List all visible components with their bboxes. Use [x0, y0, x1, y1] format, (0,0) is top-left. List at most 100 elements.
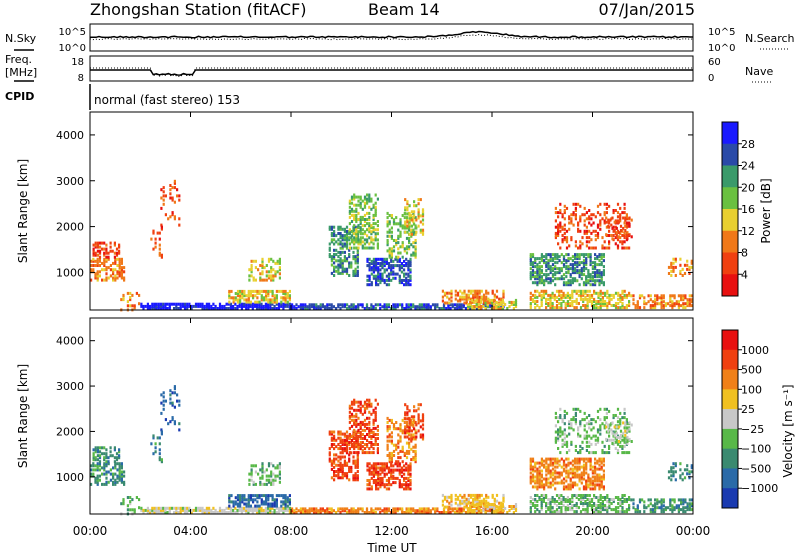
velocity-cell — [178, 399, 181, 403]
power-cell — [228, 300, 231, 304]
velocity-cell — [265, 496, 268, 500]
power-cell — [357, 203, 360, 207]
velocity-cell — [551, 510, 554, 514]
velocity-cell — [403, 468, 406, 472]
power-cell — [547, 261, 550, 265]
power-cell — [232, 307, 235, 310]
velocity-cell — [578, 465, 581, 469]
power-cell — [239, 298, 242, 302]
velocity-cell — [482, 499, 486, 503]
power-cell — [450, 293, 453, 297]
power-cell — [421, 212, 425, 216]
power-cell — [412, 216, 415, 220]
velocity-cell — [272, 480, 275, 484]
velocity-cell — [333, 438, 336, 442]
power-cell — [649, 306, 652, 310]
power-cell — [619, 213, 622, 217]
power-cell — [144, 304, 147, 308]
velocity-cell — [370, 472, 373, 476]
velocity-cell — [610, 498, 613, 501]
velocity-cell — [386, 416, 389, 420]
velocity-cell — [265, 498, 268, 502]
velocity-cell — [582, 467, 586, 471]
power-cell — [585, 259, 588, 263]
velocity-cell — [429, 509, 432, 513]
power-cell — [662, 304, 665, 308]
power-cell — [159, 304, 163, 308]
power-cell — [561, 215, 564, 219]
velocity-cell — [302, 511, 305, 514]
velocity-cell — [261, 466, 264, 470]
power-cell — [377, 276, 380, 280]
velocity-cell — [576, 473, 579, 477]
velocity-cell — [337, 474, 340, 478]
power-cell — [109, 264, 112, 267]
power-cell — [673, 294, 676, 298]
power-cell — [599, 289, 602, 293]
power-cell — [398, 257, 401, 261]
velocity-cell — [366, 462, 369, 466]
velocity-cell — [577, 494, 580, 497]
power-cell — [392, 307, 395, 310]
velocity-cell — [275, 504, 278, 508]
velocity-cell — [591, 469, 594, 473]
velocity-cell — [578, 461, 581, 465]
power-cell — [401, 305, 404, 309]
velocity-cell — [372, 481, 375, 485]
power-cell — [361, 224, 364, 228]
velocity-cell — [183, 511, 187, 514]
power-cell — [350, 246, 353, 250]
velocity-cell — [315, 511, 318, 514]
power-cell — [156, 231, 159, 235]
velocity-cell — [234, 502, 237, 506]
power-cell — [456, 303, 459, 307]
power-cell — [464, 307, 468, 310]
power-cell — [381, 274, 384, 278]
power-cell — [387, 278, 391, 282]
power-cell — [410, 210, 413, 214]
velocity-cell — [98, 460, 102, 464]
velocity-cell — [256, 496, 259, 500]
velocity-cell — [330, 463, 333, 467]
power-cell — [173, 200, 176, 204]
velocity-cell — [343, 509, 346, 513]
velocity-cell — [398, 483, 401, 487]
velocity-cell — [175, 506, 178, 510]
velocity-cell — [404, 435, 407, 439]
power-cell — [577, 221, 580, 225]
velocity-cell — [579, 494, 583, 497]
power-cell — [356, 250, 359, 254]
velocity-cell — [183, 506, 187, 510]
velocity-cell — [92, 464, 95, 468]
power-cell — [236, 289, 240, 293]
velocity-cell — [597, 504, 600, 507]
velocity-cell — [332, 509, 335, 513]
velocity-cell — [363, 447, 367, 451]
velocity-cell — [469, 501, 473, 505]
power-cell — [601, 217, 604, 221]
power-cell — [578, 269, 581, 273]
power-cell — [270, 266, 273, 270]
power-cell — [551, 263, 555, 267]
power-cell — [372, 238, 375, 242]
velocity-cell — [348, 451, 351, 455]
power-cell — [112, 276, 115, 280]
velocity-cell — [337, 476, 340, 480]
power-cell — [467, 295, 470, 299]
power-cell — [658, 296, 661, 300]
velocity-cell — [560, 494, 563, 497]
velocity-cell — [565, 440, 569, 444]
velocity-cell — [565, 444, 569, 448]
velocity-cell — [366, 426, 369, 430]
velocity-cell — [585, 444, 588, 448]
velocity-cell — [475, 507, 478, 510]
velocity-cell — [619, 510, 622, 514]
velocity-cell — [247, 500, 250, 504]
power-cell — [175, 304, 178, 308]
power-cell — [365, 307, 369, 310]
power-cell — [273, 298, 276, 302]
velocity-cell — [330, 436, 333, 440]
power-cell — [671, 306, 674, 310]
power-cell — [508, 305, 511, 308]
